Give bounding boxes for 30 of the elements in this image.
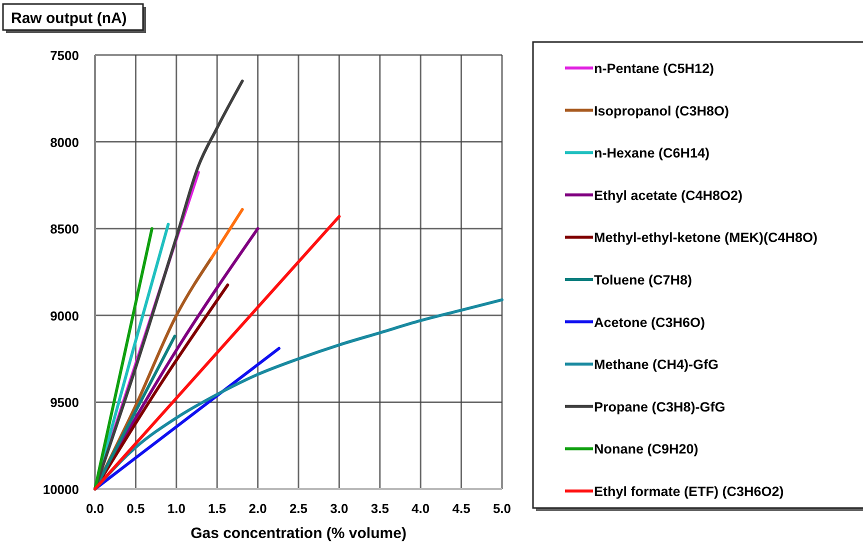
x-tick-label: 1.5 xyxy=(208,501,226,516)
y-tick-label: 7500 xyxy=(50,48,79,63)
legend-label: Isopropanol (C3H8O) xyxy=(594,103,730,118)
legend-label: n-Pentane (C5H12) xyxy=(594,61,714,76)
x-tick-label: 3.0 xyxy=(330,501,348,516)
x-tick-label: 4.0 xyxy=(412,501,430,516)
legend-label: Ethyl formate (ETF) (C3H6O2) xyxy=(594,484,784,499)
y-tick-label: 8500 xyxy=(50,222,79,237)
legend-label: Methyl-ethyl-ketone (MEK)(C4H8O) xyxy=(594,230,818,246)
x-tick-label: 5.0 xyxy=(492,501,512,516)
x-tick-label: 0.0 xyxy=(86,501,104,516)
y-tick-label: 10000 xyxy=(42,482,79,497)
legend-label: Ethyl acetate (C4H8O2) xyxy=(594,188,743,203)
x-tick-label: 2.0 xyxy=(248,501,267,516)
y-tick-label: 9500 xyxy=(50,395,79,410)
x-axis-title: Gas concentration (% volume) xyxy=(190,525,406,542)
x-tick-label: 1.0 xyxy=(167,501,186,516)
legend-label: Propane (C3H8)-GfG xyxy=(594,399,726,414)
y-tick-label: 8000 xyxy=(50,134,79,150)
x-tick-label: 2.5 xyxy=(289,501,308,516)
legend-label: Nonane (C9H20) xyxy=(594,442,698,457)
y-tick-label: 9000 xyxy=(50,308,79,324)
x-tick-label: 3.5 xyxy=(370,501,389,516)
x-tick-label: 4.5 xyxy=(452,501,470,516)
y-axis-title: Raw output (nA) xyxy=(11,10,127,27)
x-tick-label: 0.5 xyxy=(126,501,145,516)
legend-label: Acetone (C3H6O) xyxy=(594,314,706,330)
legend-label: Methane (CH4)-GfG xyxy=(594,357,718,372)
legend-label: Toluene (C7H8) xyxy=(594,272,692,288)
legend-label: n-Hexane (C6H14) xyxy=(594,146,710,161)
